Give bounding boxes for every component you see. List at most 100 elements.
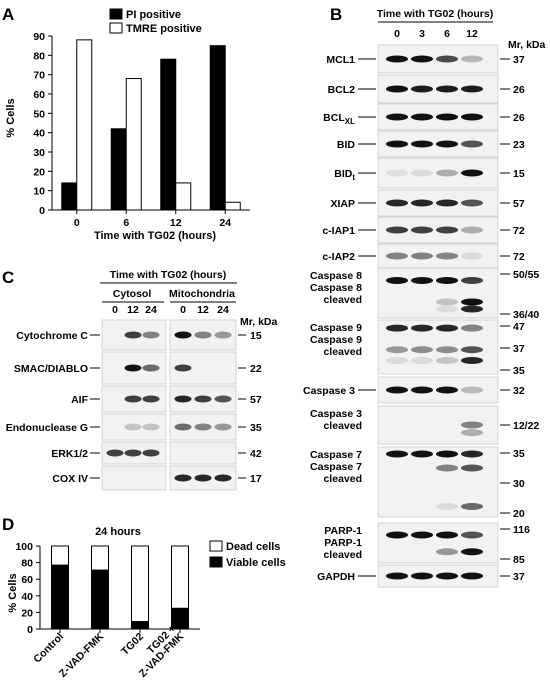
blot-b-mw-label: 36/40 (513, 309, 539, 321)
chart-d-xtick-label: TG02 (119, 631, 146, 658)
blot-b-mw-label: 37 (513, 343, 525, 355)
blot-b-band (461, 503, 483, 510)
blot-b-label: BID (337, 139, 356, 151)
blot-b-band (436, 277, 458, 284)
legend-swatch-pi (109, 8, 123, 20)
blot-c-lane-label: 24 (217, 304, 229, 316)
chart-d-ytick-label: 80 (21, 558, 33, 570)
blot-b-mw-label: 37 (513, 571, 525, 583)
blot-b-label: PARP-1 (324, 525, 362, 537)
blot-b-band (411, 55, 433, 63)
blot-b-band (386, 277, 408, 284)
blot-c-band (106, 449, 124, 457)
blot-b-band (436, 169, 458, 177)
blot-b-label: Caspase 7 (310, 449, 362, 461)
blot-b-mw-label: 20 (513, 508, 525, 520)
blot-c-band (194, 331, 212, 339)
chart-a-xtick-label: 12 (170, 217, 182, 229)
chart-a-bar-pi (209, 45, 226, 211)
blot-b-label: cleaved (323, 473, 362, 485)
blot-b-band (461, 429, 483, 437)
blot-b-row: MCL1 37 (326, 44, 525, 74)
blot-b-row: XIAP 57 (330, 189, 525, 217)
blot-b-band (411, 277, 433, 284)
blot-c-rows: Cytochrome C 15 SMAC/DIABLO 22 AIF 57 Endonucl… (6, 319, 262, 491)
panel-label-c: C (2, 268, 14, 287)
blot-b-label: BIDt (334, 168, 355, 182)
blot-b-label: Caspase 3 (310, 408, 362, 420)
chart-a-bar-tmre (224, 201, 241, 211)
chart-a-bar-tmre (125, 78, 142, 211)
blot-b-band (386, 346, 408, 354)
chart-a-ytick-label: 0 (39, 205, 45, 217)
blot-b-band (411, 386, 433, 394)
blot-b-band (461, 464, 483, 472)
blot-b-mw-label: 15 (513, 168, 525, 180)
chart-a-ytick-label: 10 (33, 186, 45, 198)
blot-b-mw-label: 50/55 (513, 269, 539, 281)
blot-b-lane-labels: 0 3 6 12 (394, 28, 478, 40)
blot-b-band (436, 346, 458, 354)
chart-d-bar-viable (51, 564, 69, 630)
blot-b-label: cleaved (323, 549, 362, 561)
blot-c-group-cytosol: Cytosol (113, 288, 152, 300)
blot-c-band (124, 449, 142, 457)
blot-b-band (411, 572, 433, 580)
blot-b-row: BCLXL 26 (323, 103, 525, 131)
chart-d-bars (51, 545, 189, 630)
blot-b-label: BCL2 (328, 84, 356, 96)
blot-c-band (194, 395, 212, 403)
chart-d-bar-dead (131, 545, 149, 623)
chart-a-ytick-label: 20 (33, 166, 45, 178)
blot-b-label: Caspase 8 (310, 282, 362, 294)
blot-b-label: Caspase 9 (310, 334, 362, 346)
blot-b-band (436, 324, 458, 332)
blot-b-rows: MCL1 37 BCL2 26 BCLXL 26 BID 23 BIDt 15 XIAP 57 c-IA… (303, 44, 539, 588)
blot-b-band (411, 531, 433, 539)
chart-a-bar-pi (110, 128, 127, 211)
blot-c-mw-label: 57 (250, 394, 262, 406)
blot-b: Time with TG02 (hours) 0 3 6 12 Mr, kDa MCL… (303, 8, 546, 588)
blot-c-band (214, 395, 232, 403)
blot-b-mw-label: 23 (513, 139, 525, 151)
legend-label-pi: PI positive (126, 9, 181, 21)
chart-d-ytick-label: 60 (21, 574, 33, 586)
blot-c-mw-label: 22 (250, 363, 262, 375)
blot-c-label: ERK1/2 (51, 448, 88, 460)
blot-b-band (436, 503, 458, 510)
blot-c-band (174, 364, 192, 372)
blot-c-band (174, 474, 192, 482)
blot-b-lane-label: 6 (444, 28, 450, 40)
blot-b-lane-label: 3 (419, 28, 425, 40)
blot-b-band (436, 298, 458, 306)
chart-a-xtick-label: 6 (123, 217, 129, 229)
blot-c-band (214, 331, 232, 339)
blot-c-lane-label: 12 (197, 304, 209, 316)
blot-b-row: BIDt 15 (334, 157, 525, 189)
chart-d-bar-viable (91, 569, 109, 630)
blot-b-band (386, 572, 408, 580)
blot-c-strip-cytosol (101, 465, 167, 491)
chart-d-xtick-label-group: TG02 (119, 631, 146, 658)
blot-b-band (386, 252, 408, 260)
blot-b-band (436, 531, 458, 539)
blot-b-band (461, 305, 483, 313)
blot-b-label: Caspase 7 (310, 461, 362, 473)
blot-c-strip-mito (169, 441, 237, 465)
blot-c-mw-label: 17 (250, 473, 262, 485)
blot-b-band (461, 548, 483, 556)
blot-b-band (436, 548, 458, 556)
blot-b-mw-label: 72 (513, 251, 525, 263)
blot-c-strip-cytosol (101, 413, 167, 441)
blot-b-band (436, 226, 458, 234)
blot-b-band (386, 169, 408, 177)
blot-c-lane-label: 0 (112, 304, 118, 316)
blot-b-band (386, 386, 408, 394)
legend-label-dead: Dead cells (226, 541, 280, 553)
blot-c-band (174, 395, 192, 403)
blot-b-label: Caspase 3 (303, 385, 355, 397)
blot-c-band (124, 423, 142, 431)
blot-c: Time with TG02 (hours) Cytosol Mitochond… (6, 269, 278, 491)
blot-b-label: cleaved (323, 294, 362, 306)
